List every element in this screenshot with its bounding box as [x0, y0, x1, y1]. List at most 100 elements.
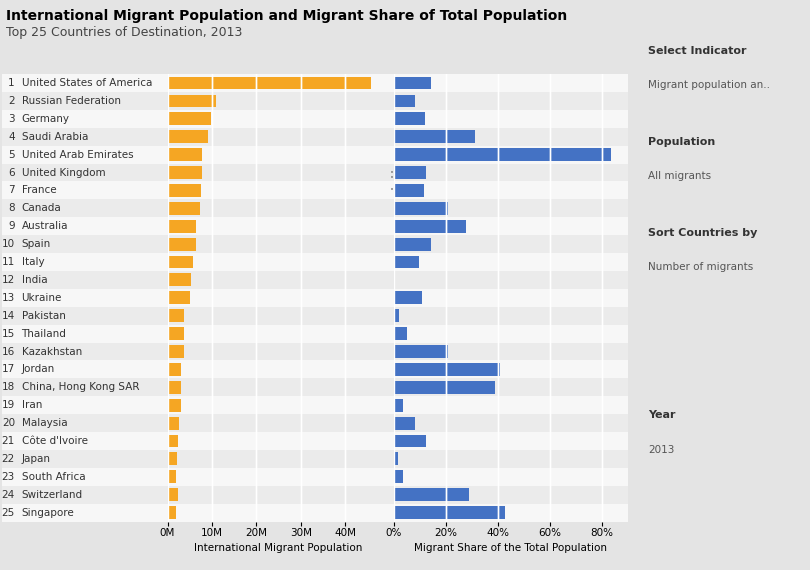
- Text: United Kingdom: United Kingdom: [22, 168, 105, 177]
- Bar: [394, 291, 422, 304]
- Bar: [168, 327, 184, 340]
- Bar: [2, 307, 628, 325]
- Bar: [2, 271, 628, 289]
- Text: United Arab Emirates: United Arab Emirates: [22, 150, 133, 160]
- Text: Australia: Australia: [22, 221, 68, 231]
- Bar: [2, 325, 628, 343]
- Text: 3: 3: [8, 114, 15, 124]
- Bar: [2, 289, 628, 307]
- Bar: [394, 434, 426, 447]
- Bar: [394, 274, 395, 286]
- Bar: [394, 131, 475, 143]
- Text: Top 25 Countries of Destination, 2013: Top 25 Countries of Destination, 2013: [6, 26, 242, 39]
- Text: 6: 6: [8, 168, 15, 177]
- Text: 22: 22: [2, 454, 15, 464]
- Bar: [2, 181, 628, 199]
- Bar: [168, 345, 184, 358]
- Text: 2013: 2013: [648, 445, 675, 455]
- Text: 23: 23: [2, 472, 15, 482]
- Bar: [168, 291, 190, 304]
- Text: Russian Federation: Russian Federation: [22, 96, 121, 106]
- Bar: [394, 112, 424, 125]
- Bar: [168, 381, 181, 394]
- Text: 1: 1: [8, 78, 15, 88]
- Text: 15: 15: [2, 329, 15, 339]
- Bar: [394, 76, 431, 89]
- Text: Thailand: Thailand: [22, 329, 66, 339]
- Text: Canada: Canada: [22, 203, 62, 213]
- Text: Iran: Iran: [22, 400, 42, 410]
- Bar: [394, 417, 416, 430]
- Bar: [2, 414, 628, 432]
- Text: France: France: [22, 185, 56, 196]
- Text: 14: 14: [2, 311, 15, 321]
- Bar: [2, 253, 628, 271]
- Bar: [394, 363, 500, 376]
- Bar: [168, 399, 181, 412]
- Text: India: India: [22, 275, 47, 285]
- Text: •: •: [390, 188, 394, 193]
- Text: 9: 9: [8, 221, 15, 231]
- Bar: [394, 202, 448, 215]
- Bar: [2, 468, 628, 486]
- Text: Year: Year: [648, 410, 676, 421]
- Bar: [394, 95, 415, 107]
- Text: Japan: Japan: [22, 454, 50, 464]
- Text: 20: 20: [2, 418, 15, 428]
- Bar: [2, 164, 628, 181]
- Bar: [168, 417, 179, 430]
- Text: Côte d'Ivoire: Côte d'Ivoire: [22, 436, 87, 446]
- Text: 2: 2: [8, 96, 15, 106]
- Bar: [168, 131, 208, 143]
- Bar: [2, 360, 628, 378]
- Text: South Africa: South Africa: [22, 472, 85, 482]
- Bar: [168, 148, 202, 161]
- Bar: [168, 95, 216, 107]
- Bar: [168, 220, 197, 233]
- Bar: [168, 166, 202, 179]
- Bar: [394, 220, 466, 233]
- Bar: [2, 378, 628, 396]
- Bar: [394, 453, 398, 465]
- Text: International Migrant Population and Migrant Share of Total Population: International Migrant Population and Mig…: [6, 9, 567, 23]
- Text: Italy: Italy: [22, 257, 45, 267]
- Bar: [394, 345, 449, 358]
- Bar: [2, 92, 628, 110]
- Text: •: •: [390, 169, 394, 176]
- Text: Population: Population: [648, 137, 715, 147]
- Bar: [394, 381, 495, 394]
- Bar: [168, 112, 211, 125]
- Text: 11: 11: [2, 257, 15, 267]
- Text: 5: 5: [8, 150, 15, 160]
- Text: Saudi Arabia: Saudi Arabia: [22, 132, 88, 142]
- Text: Number of migrants: Number of migrants: [648, 262, 753, 272]
- Text: China, Hong Kong SAR: China, Hong Kong SAR: [22, 382, 139, 392]
- Text: Singapore: Singapore: [22, 508, 75, 518]
- Text: Pakistan: Pakistan: [22, 311, 66, 321]
- Bar: [2, 396, 628, 414]
- Bar: [168, 255, 193, 268]
- Bar: [168, 434, 178, 447]
- Text: Kazakhstan: Kazakhstan: [22, 347, 82, 356]
- Bar: [168, 274, 190, 286]
- Bar: [2, 235, 628, 253]
- Bar: [394, 238, 431, 251]
- Text: Germany: Germany: [22, 114, 70, 124]
- Bar: [2, 110, 628, 128]
- Bar: [2, 486, 628, 504]
- Text: 25: 25: [2, 508, 15, 518]
- X-axis label: Migrant Share of the Total Population: Migrant Share of the Total Population: [414, 543, 608, 553]
- Text: 18: 18: [2, 382, 15, 392]
- Text: 13: 13: [2, 293, 15, 303]
- Text: Migrant population an..: Migrant population an..: [648, 80, 770, 90]
- Bar: [2, 200, 628, 217]
- Text: Malaysia: Malaysia: [22, 418, 67, 428]
- Bar: [394, 470, 403, 483]
- Bar: [168, 202, 200, 215]
- Text: Sort Countries by: Sort Countries by: [648, 228, 757, 238]
- Bar: [394, 488, 469, 501]
- Text: 12: 12: [2, 275, 15, 285]
- Text: Switzerland: Switzerland: [22, 490, 83, 500]
- Text: All migrants: All migrants: [648, 171, 711, 181]
- Text: •: •: [390, 176, 394, 181]
